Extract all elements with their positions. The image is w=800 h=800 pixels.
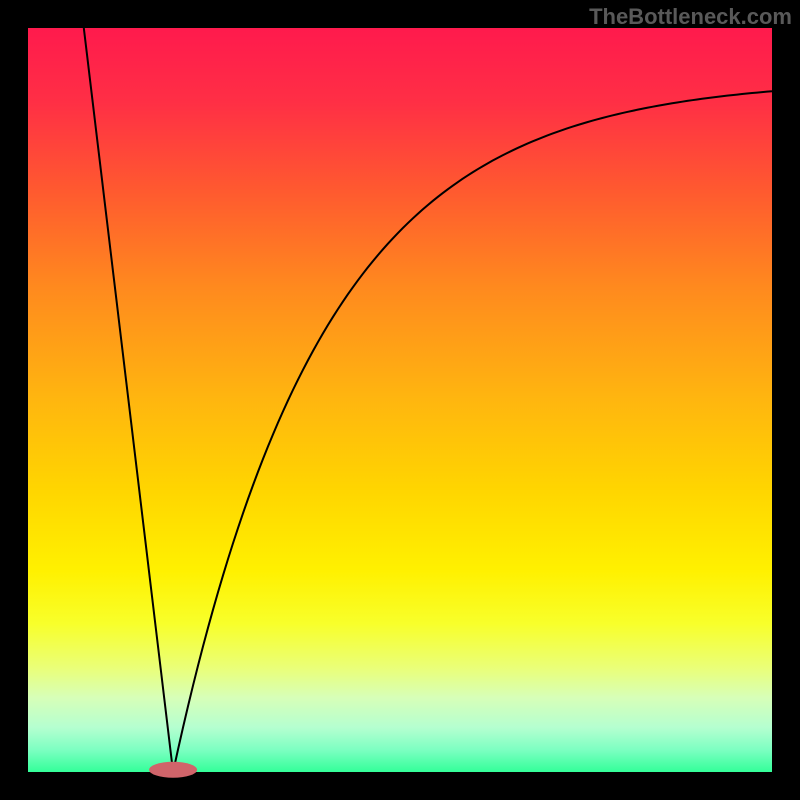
watermark-text: TheBottleneck.com xyxy=(589,4,792,30)
bottleneck-marker xyxy=(149,762,197,778)
plot-area xyxy=(28,28,772,772)
